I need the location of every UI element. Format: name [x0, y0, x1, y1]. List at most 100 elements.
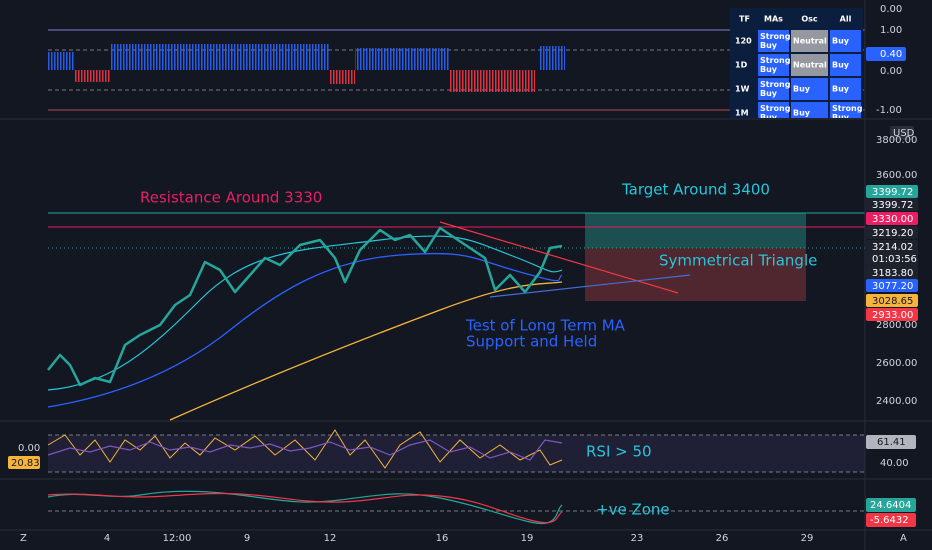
price-tag: [866, 294, 918, 307]
osc-pane: 0.00 1.00 0.40 0.00 -1.00 TF MAs Osc All 120…: [48, 4, 906, 122]
signal-line: [47, 492, 563, 524]
short-ma: [47, 235, 563, 391]
price-tag-text: 3028.65: [872, 296, 913, 307]
price-tag: [866, 266, 918, 279]
table-cell-text: 1M: [735, 109, 749, 118]
table-cell: [758, 78, 789, 100]
long-ma: [169, 281, 563, 421]
icon: Z: [20, 533, 27, 544]
value-tag-text: 24.6404: [870, 500, 911, 511]
time-label: 29: [801, 533, 814, 544]
time-label: 12: [324, 533, 337, 544]
price-tag: [866, 185, 918, 198]
time-label: 23: [631, 533, 644, 544]
value-tag-text: -5.6432: [870, 515, 909, 526]
table-cell: [791, 30, 828, 52]
axis-label: 3800.00: [876, 135, 917, 146]
price-tag: [866, 279, 918, 292]
price-tag-text: 3219.20: [872, 228, 913, 239]
price-tag: [866, 308, 918, 321]
price-tag-text: 3330.00: [872, 214, 913, 225]
time-label: 4: [104, 533, 110, 544]
table-cell-text: Strong Buy: [832, 104, 863, 122]
time-label: 26: [716, 533, 729, 544]
stop-box: [585, 248, 806, 301]
table-cell-text: Buy: [832, 61, 850, 70]
price-tag: [866, 198, 918, 211]
table-cell: [830, 54, 861, 76]
table-cell: [830, 30, 861, 52]
annotation: Symmetrical Triangle: [659, 252, 817, 270]
annotation: Support and Held: [466, 333, 597, 351]
macd-line: [47, 490, 563, 525]
price-tag-sub: 01:03:56: [872, 254, 917, 265]
table-cell-text: Buy: [832, 85, 850, 94]
time-label: 9: [244, 533, 250, 544]
price-tag-text: 2933.00: [872, 310, 913, 321]
histogram-neg: [75, 70, 535, 92]
annotation: +ve Zone: [596, 501, 670, 519]
table-cell-text: 120: [735, 37, 752, 46]
currency-badge: [890, 126, 914, 140]
value-tag: [866, 513, 916, 527]
rsi-slow: [47, 439, 563, 461]
axis-label: 2400.00: [876, 396, 917, 407]
price-tag-text: 3399.72: [872, 187, 913, 198]
price-tag: [866, 240, 918, 266]
table-cell-text: Buy: [793, 109, 811, 118]
annotation: Resistance Around 3330: [140, 189, 322, 207]
rsi-band: [48, 435, 865, 472]
price-tag-text: 3399.72: [872, 200, 913, 211]
table-cell-text: 1D: [735, 61, 748, 70]
price-tag: [866, 226, 918, 239]
annotation: RSI > 50: [586, 443, 652, 461]
table-header: MAs: [764, 15, 783, 24]
price-pane: Resistance Around 3330 Target Around 340…: [47, 126, 918, 421]
annotation: Target Around 3400: [621, 181, 770, 199]
table-header: All: [840, 15, 852, 24]
price-tag-text: 3183.80: [872, 268, 913, 279]
value-tag: [866, 47, 906, 61]
table-cell-text: 1W: [735, 85, 750, 94]
value-tag: [866, 435, 916, 449]
table-cell-text: Neutral: [793, 37, 827, 46]
table-cell: [758, 102, 789, 118]
axis-label: 3600.00: [876, 170, 917, 181]
table-header: TF: [739, 15, 750, 24]
table-cell-text: Neutral: [793, 61, 827, 70]
mid-ma: [47, 252, 563, 408]
table-cell: [830, 102, 861, 118]
value-tag-text: 0.40: [880, 49, 902, 60]
rsi-fast: [47, 429, 563, 469]
macd-pane: +ve Zone 24.6404 -5.6432: [47, 490, 916, 527]
table-cell: [758, 30, 789, 52]
axis-label: -1.00: [876, 105, 902, 116]
histogram-pos: [48, 44, 565, 70]
price-candles: [47, 226, 563, 387]
price-tag: [866, 212, 918, 225]
axis-label: 0.00: [880, 66, 902, 77]
table-cell: [758, 54, 789, 76]
axis-label: 40.00: [880, 458, 909, 469]
left-label: 0.00: [18, 443, 40, 454]
axis-label: 2800.00: [876, 320, 917, 331]
table-header: Osc: [801, 15, 818, 24]
table-cell-text: Buy: [793, 85, 811, 94]
icon: A: [900, 533, 907, 544]
triangle-lower: [489, 274, 691, 298]
table-cell-text: Strong Buy: [760, 32, 791, 50]
axis-label: 0.00: [880, 4, 902, 15]
time-label: 16: [436, 533, 449, 544]
table-cell: [791, 102, 828, 118]
table-cell-text: Strong Buy: [760, 104, 791, 122]
table-cell-text: Strong Buy: [760, 80, 791, 98]
annotation: Test of Long Term MA: [465, 317, 626, 335]
price-tags: 3399.72 3399.72 3330.00 3219.20 3214.0201:03…: [866, 185, 918, 321]
price-tag-text: 3077.20: [872, 281, 913, 292]
time-axis: 4 12:00 9 12 16 19 23 26 29 Z A: [20, 533, 907, 544]
time-label: 19: [521, 533, 534, 544]
table-cell: [791, 54, 828, 76]
value-tag: [866, 498, 916, 512]
table-cell: [830, 78, 861, 100]
